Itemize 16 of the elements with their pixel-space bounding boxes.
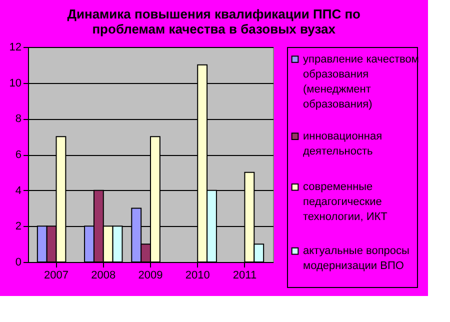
x-tick-label: 2010 xyxy=(185,270,210,282)
legend-label: современные педагогические технологии, ИКТ xyxy=(303,181,388,224)
y-tick-label: 10 xyxy=(9,77,22,90)
y-tick-label: 2 xyxy=(15,220,22,233)
y-tick-label: 6 xyxy=(15,149,22,161)
y-tick-label: 8 xyxy=(15,113,22,126)
x-tick-label: 2011 xyxy=(232,270,257,282)
legend-label: актуальные вопросы модернизации ВПО xyxy=(303,245,410,272)
chart-title: Динамика повышения квалификации ППС по проблемам качества в базовых вузах xyxy=(67,6,361,36)
legend-label: инновационная деятельность xyxy=(303,130,382,158)
y-tick-label: 4 xyxy=(15,184,22,197)
y-tick-label: 12 xyxy=(9,42,22,54)
x-tick-label: 2007 xyxy=(44,270,69,282)
x-tick-label: 2009 xyxy=(138,270,163,282)
x-tick-label: 2008 xyxy=(91,270,116,282)
y-tick-label: 0 xyxy=(15,256,22,268)
